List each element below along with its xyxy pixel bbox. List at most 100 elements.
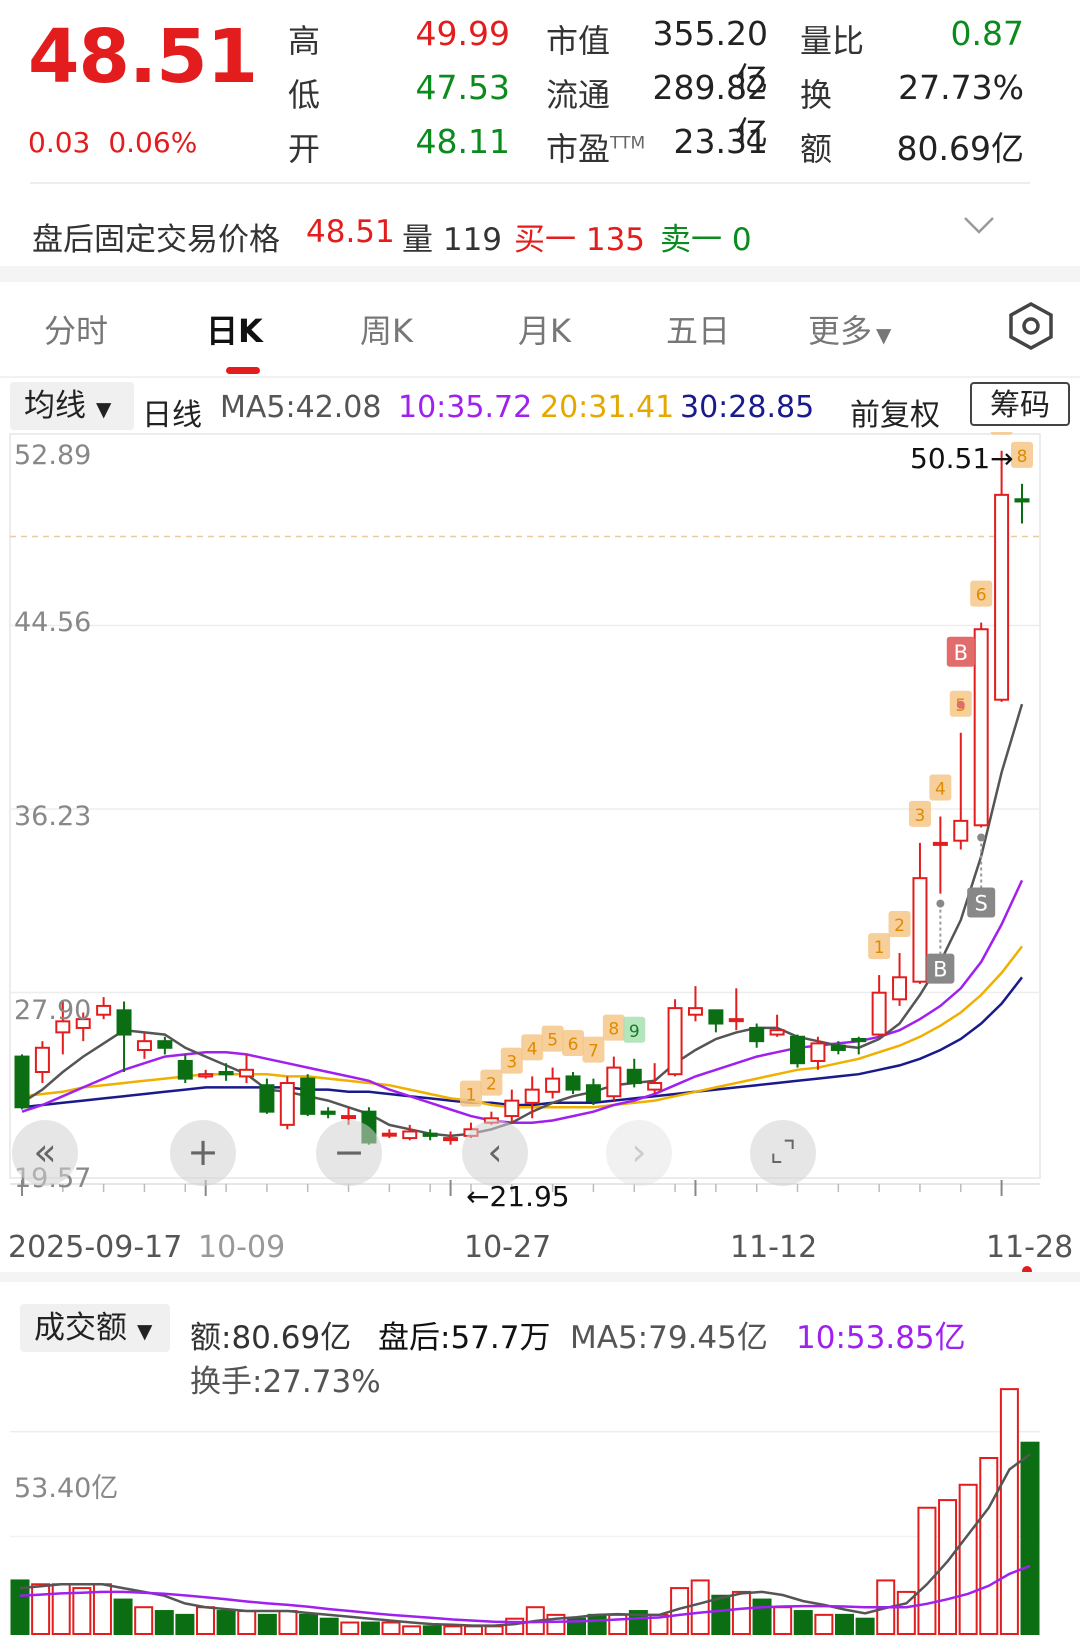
candle-body — [728, 1018, 744, 1023]
candle — [96, 997, 112, 1020]
candle-body — [55, 1020, 71, 1034]
candle — [279, 1076, 295, 1130]
sequence-tag: 7 — [582, 1036, 605, 1063]
candle — [238, 1054, 254, 1084]
date-label: 10-27 — [464, 1230, 552, 1265]
volume-bar — [51, 1583, 71, 1635]
volume-bar-chart[interactable] — [0, 1360, 1080, 1639]
volume-bar — [443, 1625, 463, 1636]
volume-bar — [731, 1590, 751, 1635]
volume-bar — [134, 1606, 154, 1635]
settings-hexagon-icon[interactable] — [1006, 300, 1056, 352]
candle — [55, 1001, 71, 1055]
chevron-down-icon[interactable] — [962, 214, 996, 236]
sequence-tag: 2 — [888, 911, 911, 938]
candle — [524, 1076, 540, 1119]
sequence-tag-number: 4 — [527, 1039, 538, 1059]
sequence-tag-bg — [929, 774, 952, 801]
tab-intraday[interactable]: 分时 — [44, 312, 109, 350]
candle-body — [116, 1009, 132, 1036]
signal-dot — [936, 899, 945, 908]
candle — [443, 1131, 459, 1145]
volume-bar — [340, 1621, 360, 1635]
volume-bar — [793, 1610, 813, 1635]
adjust-label[interactable]: 前复权 — [850, 398, 940, 433]
high-label: 高 — [288, 22, 321, 60]
candle-body — [504, 1099, 520, 1118]
trade-signal: B — [946, 636, 975, 709]
scroll-left-button[interactable]: ‹ — [462, 1120, 528, 1186]
sequence-tag-bg — [602, 1014, 625, 1041]
candle-body — [871, 991, 887, 1036]
candle-body — [177, 1059, 193, 1080]
sequence-tag-bg — [990, 432, 1013, 435]
scroll-left-fast-button[interactable]: « — [12, 1120, 78, 1186]
period-label: 日线 — [142, 398, 202, 433]
candlestick-chart[interactable]: 12345678912345678BBS — [0, 432, 1080, 1212]
volume-indicator-selector[interactable]: 成交额 ▼ — [20, 1304, 170, 1352]
sequence-tag-bg — [868, 933, 891, 960]
scroll-right-button[interactable]: › — [606, 1120, 672, 1186]
candle-body — [300, 1077, 316, 1115]
sequence-tag: 3 — [500, 1047, 523, 1074]
ma5-label: MA5:42.08 — [220, 390, 382, 425]
trade-signal: S — [967, 833, 996, 918]
caret-down-icon: ▼ — [96, 397, 112, 421]
open-label: 开 — [288, 130, 321, 168]
fullscreen-button[interactable]: ⌞⌝ — [750, 1120, 816, 1186]
candle-body — [606, 1066, 622, 1098]
pe-value: 23.31 — [673, 122, 768, 161]
divider — [0, 376, 1080, 378]
candle — [830, 1041, 846, 1055]
after-hours-bar[interactable]: 盘后固定交易价格 48.51 量 119 买一 135 卖一 0 — [0, 190, 1080, 274]
candle — [994, 450, 1010, 702]
tab-monthly-k[interactable]: 月K — [518, 312, 571, 350]
ma-selector[interactable]: 均线 ▼ — [10, 382, 134, 430]
date-label: 11-28 — [986, 1230, 1074, 1265]
candle-body — [667, 1007, 683, 1076]
ma30-line — [21, 976, 1023, 1109]
candle — [259, 1078, 275, 1114]
tab-weekly-k[interactable]: 周K — [360, 312, 413, 350]
sequence-tag-number: 5 — [547, 1031, 558, 1051]
candle-body — [381, 1132, 397, 1137]
sequence-tag-number: 1 — [466, 1086, 477, 1106]
ma10-label: 10:35.72 — [398, 390, 533, 425]
sequence-tag: 1 — [868, 933, 891, 960]
zoom-out-button[interactable]: − — [316, 1120, 382, 1186]
pe-ttm-sup: TTM — [610, 133, 646, 154]
tab-five-day[interactable]: 五日 — [666, 312, 731, 350]
mktcap-label: 市值 — [546, 22, 611, 60]
y-tick-label: 44.56 — [14, 607, 92, 638]
sequence-tag: 9 — [623, 1016, 646, 1043]
sequence-tag: 8 — [1011, 441, 1033, 468]
signal-dot — [956, 700, 965, 709]
section-gap — [0, 266, 1080, 282]
volume-bar — [463, 1625, 483, 1636]
tab-daily-k[interactable]: 日K — [206, 312, 263, 350]
candle — [973, 622, 989, 828]
volume-bar — [216, 1610, 236, 1635]
volume-bar — [690, 1579, 710, 1635]
sequence-tag-bg — [970, 580, 993, 607]
candle-body — [790, 1035, 806, 1065]
candle-body — [136, 1040, 152, 1051]
sequence-tag-bg — [908, 800, 931, 827]
chips-button[interactable]: 筹码 — [970, 382, 1070, 426]
candle-body — [749, 1026, 765, 1043]
volratio-label: 量比 — [800, 22, 865, 60]
candle — [177, 1054, 193, 1084]
buy-signal-badge — [946, 636, 975, 667]
candle — [565, 1072, 581, 1095]
candle-body — [524, 1088, 540, 1104]
candle — [402, 1124, 418, 1141]
tab-more[interactable]: 更多 ▼ — [808, 312, 892, 350]
zoom-in-button[interactable]: + — [170, 1120, 236, 1186]
sequence-tag-number: 2 — [894, 916, 905, 936]
volume-y-tick: 53.40亿 — [14, 1473, 119, 1504]
candle-body — [830, 1044, 846, 1051]
candle — [320, 1107, 336, 1119]
mktcap-value: 355.20亿 — [652, 14, 768, 99]
after-hours-label: 盘后固定交易价格 — [32, 222, 280, 258]
volume-bar — [484, 1625, 504, 1636]
